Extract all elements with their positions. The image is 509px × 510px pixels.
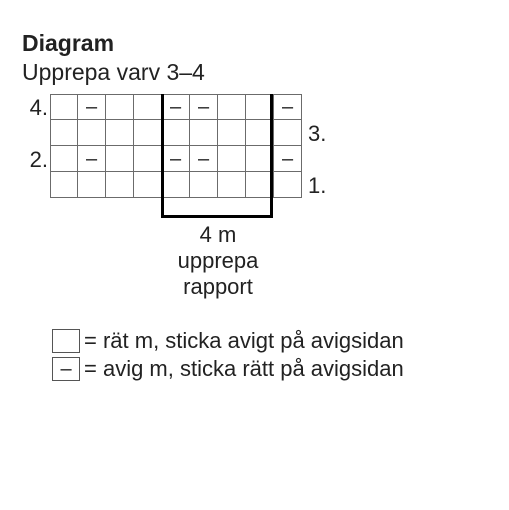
diagram-title: Diagram (22, 30, 404, 57)
row-label-right: 3. (308, 121, 326, 147)
grid-cell (274, 146, 302, 172)
grid-cell (50, 172, 78, 198)
legend-symbol-box: – (52, 357, 80, 381)
repeat-bracket (161, 94, 273, 218)
grid-cell (78, 120, 106, 146)
legend-row: –= avig m, sticka rätt på avigsidan (52, 356, 404, 382)
grid-cell (106, 146, 134, 172)
grid-cell (274, 172, 302, 198)
grid-cell (134, 172, 162, 198)
grid-cell (78, 146, 106, 172)
grid-cell (134, 94, 162, 120)
grid-cell (50, 120, 78, 146)
grid-cell (134, 120, 162, 146)
grid-cell (50, 146, 78, 172)
repeat-label: 4 m (188, 222, 248, 248)
legend-text: = avig m, sticka rätt på avigsidan (84, 356, 404, 382)
grid-cell (78, 172, 106, 198)
grid-cell (106, 94, 134, 120)
legend-symbol-box (52, 329, 80, 353)
grid-cell (274, 120, 302, 146)
diagram-subtitle: Upprepa varv 3–4 (22, 59, 404, 86)
grid-cell (134, 146, 162, 172)
row-label-left: 2. (24, 147, 48, 173)
repeat-label: upprepa (158, 248, 278, 274)
grid-cell (106, 172, 134, 198)
legend-text: = rät m, sticka avigt på avigsidan (84, 328, 404, 354)
grid-cell (274, 94, 302, 120)
repeat-label: rapport (158, 274, 278, 300)
chart-area: 4.2.3.1.4 muppreparapport (24, 94, 324, 198)
row-label-left: 4. (24, 95, 48, 121)
row-label-right: 1. (308, 173, 326, 199)
legend: = rät m, sticka avigt på avigsidan–= avi… (52, 328, 404, 382)
grid-cell (78, 94, 106, 120)
grid-cell (50, 94, 78, 120)
legend-row: = rät m, sticka avigt på avigsidan (52, 328, 404, 354)
grid-cell (106, 120, 134, 146)
